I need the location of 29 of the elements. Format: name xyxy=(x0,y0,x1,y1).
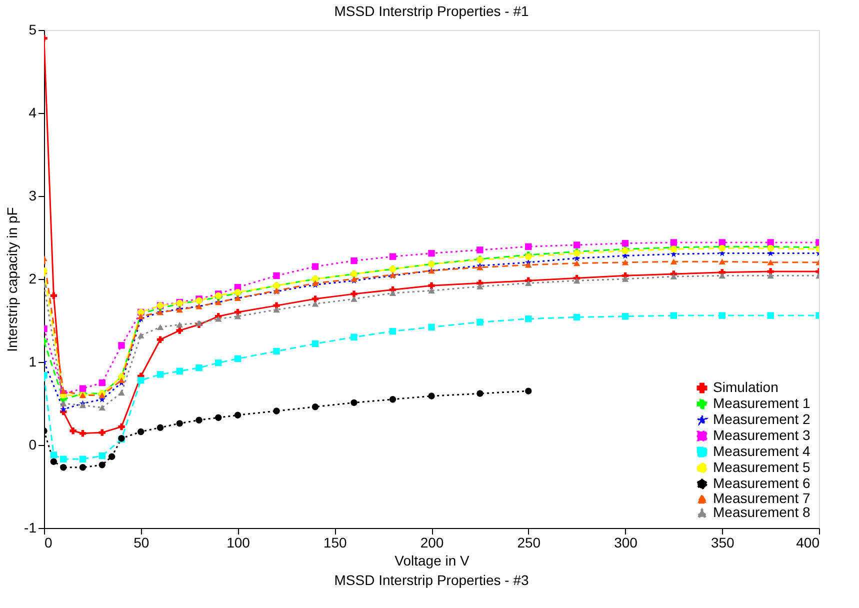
legend-label: Measurement 7 xyxy=(713,490,810,506)
x-tick-label: 200 xyxy=(420,534,444,550)
chart-title: MSSD Interstrip Properties - #1 xyxy=(334,3,529,19)
y-tick-label: 5 xyxy=(28,22,37,38)
legend-label: Simulation xyxy=(713,379,778,395)
legend-label: Measurement 5 xyxy=(713,459,810,475)
legend-label: Measurement 6 xyxy=(713,475,810,491)
text: MSSD Interstrip Properties - #3 xyxy=(334,572,529,588)
legend-label: Measurement 3 xyxy=(713,427,810,443)
y-tick-label: 0 xyxy=(28,436,37,452)
legend-label: Measurement 8 xyxy=(713,504,810,520)
x-tick-label: 0 xyxy=(44,534,52,550)
legend-label: Measurement 4 xyxy=(713,443,810,459)
y-tick-label: 3 xyxy=(28,188,37,204)
x-axis-title: Voltage in V xyxy=(394,552,470,568)
y-tick-label: 2 xyxy=(28,270,37,286)
y-axis-title: Interstrip capacity in pF xyxy=(4,207,20,352)
x-tick-label: 50 xyxy=(134,534,150,550)
x-tick-label: 100 xyxy=(226,534,250,550)
x-tick-label: 250 xyxy=(517,534,541,550)
x-tick-label: 350 xyxy=(710,534,735,550)
x-tick-label: 400 xyxy=(796,534,820,550)
y-tick-label: 4 xyxy=(28,104,37,120)
y-tick-label: -1 xyxy=(24,520,37,536)
x-tick-label: 150 xyxy=(323,534,348,550)
x-tick-label: 300 xyxy=(614,534,638,550)
y-tick-label: 1 xyxy=(28,354,37,370)
legend-label: Measurement 1 xyxy=(713,395,810,411)
legend-label: Measurement 2 xyxy=(713,411,810,427)
